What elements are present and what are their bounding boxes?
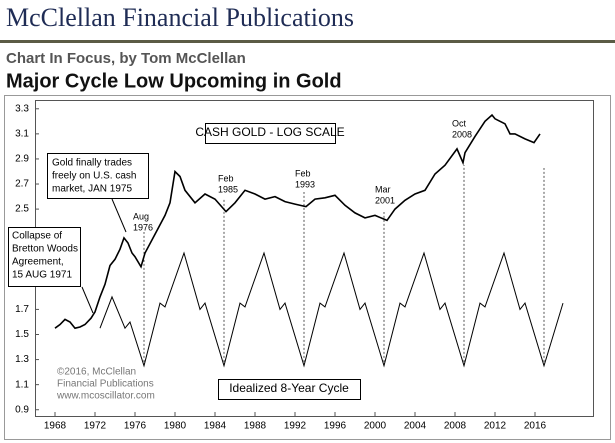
annotation: Aug <box>133 211 149 221</box>
headline: Major Cycle Low Upcoming in Gold <box>6 70 342 92</box>
x-tick-label: 1968 <box>44 421 67 432</box>
gold-line <box>54 113 541 330</box>
x-tick-label: 2004 <box>404 421 427 432</box>
x-tick-label: 1976 <box>124 421 147 432</box>
annotation: Gold finally trades <box>52 158 132 169</box>
annotation: Oct <box>452 118 467 128</box>
y-tick-label: 1.3 <box>15 354 29 365</box>
site-title: McClellan Financial Publications <box>6 3 354 32</box>
annotation: Agreement, <box>12 257 64 268</box>
header-rule <box>0 40 615 43</box>
annotation: ©2016, McClellan <box>57 367 136 378</box>
annotation: 1976 <box>133 222 153 232</box>
y-tick-label: 3.3 <box>15 103 29 114</box>
x-tick-label: 2008 <box>444 421 467 432</box>
y-tick-label: 0.9 <box>15 404 29 415</box>
annotation-box <box>8 227 81 287</box>
annotation: 1985 <box>218 184 238 194</box>
x-tick-label: 1992 <box>284 421 307 432</box>
x-tick-label: 1984 <box>204 421 227 432</box>
y-tick-label: 2.9 <box>15 154 29 165</box>
arrow <box>111 198 127 233</box>
y-tick-label: 2.7 <box>15 179 29 190</box>
annotation: Collapse of <box>12 231 62 242</box>
annotation: Mar <box>375 184 391 194</box>
x-tick-label: 2012 <box>484 421 507 432</box>
cycle-line <box>99 251 564 368</box>
y-tick-label: 1.5 <box>15 329 29 340</box>
annotation: Bretton Woods <box>12 244 78 255</box>
annotation: 2008 <box>452 129 472 139</box>
annotation: Feb <box>218 173 234 183</box>
y-tick-label: 1.7 <box>15 304 29 315</box>
annotation: Idealized 8-Year Cycle <box>229 381 349 395</box>
annotation-box <box>218 379 361 400</box>
annotation: 1993 <box>295 179 315 189</box>
x-tick-label: 2016 <box>524 421 547 432</box>
x-tick-label: 1988 <box>244 421 267 432</box>
y-tick-label: 1.1 <box>15 379 29 390</box>
annotation: freely on U.S. cash <box>52 171 136 182</box>
y-tick-label: 2.5 <box>15 204 29 215</box>
x-tick-label: 2000 <box>364 421 387 432</box>
annotation: Feb <box>295 168 311 178</box>
y-tick-label: 3.1 <box>15 128 29 139</box>
annotation-box <box>47 153 149 199</box>
annotation: 2001 <box>375 195 395 205</box>
annotation: CASH GOLD - LOG SCALE <box>195 125 344 139</box>
x-tick-label: 1980 <box>164 421 187 432</box>
byline: Chart In Focus, by Tom McClellan <box>6 50 246 67</box>
annotation: www.mcoscillator.com <box>56 391 155 402</box>
annotation: market, JAN 1975 <box>52 184 132 195</box>
arrow <box>81 286 94 314</box>
annotation-box <box>205 123 336 144</box>
x-tick-label: 1996 <box>324 421 347 432</box>
annotation: 15 AUG 1971 <box>12 270 72 281</box>
annotation: Financial Publications <box>57 379 154 390</box>
plot: 0.91.11.31.51.71.92.12.32.52.72.93.13.31… <box>8 103 564 432</box>
x-tick-label: 1972 <box>84 421 107 432</box>
